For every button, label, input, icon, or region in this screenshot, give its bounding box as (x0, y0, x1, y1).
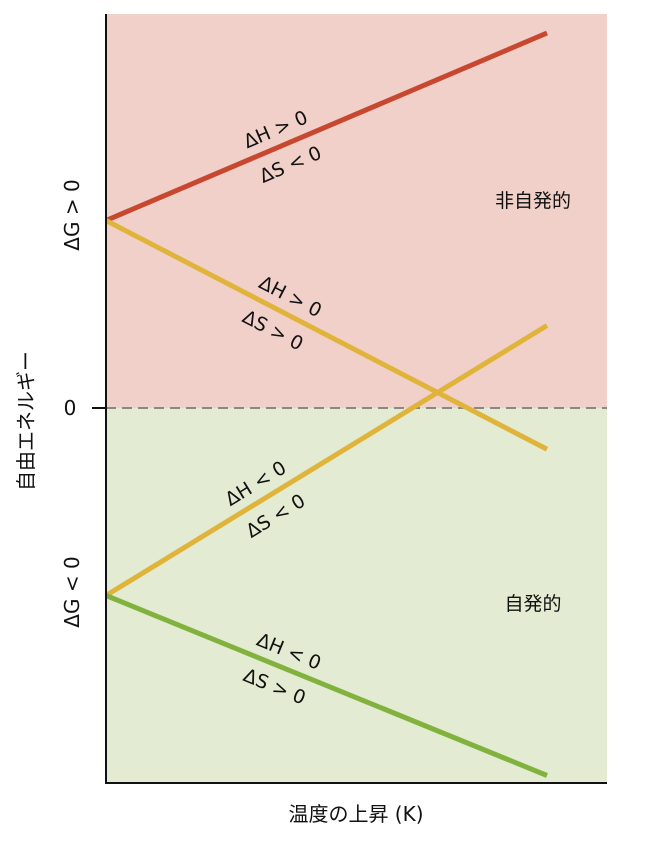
series-line-4 (105, 593, 548, 778)
series-line-3 (104, 323, 549, 598)
y-positive-region-label: ΔG > 0 (60, 179, 84, 250)
region-label-spontaneous: 自発的 (504, 593, 561, 615)
axes-layer (92, 14, 607, 784)
y-negative-region-label: ΔG < 0 (60, 556, 84, 627)
series-line-1 (105, 30, 548, 223)
regions-layer (106, 14, 607, 783)
region-label-nonspontaneous: 非自発的 (495, 190, 571, 212)
x-axis-title: 温度の上昇 (K) (288, 802, 423, 826)
region-spontaneous (106, 408, 607, 783)
zero-tick-label: 0 (64, 396, 77, 420)
y-axis-title: 自由エネルギー (14, 351, 38, 491)
series-line-2 (104, 218, 549, 452)
series-layer (104, 30, 549, 778)
